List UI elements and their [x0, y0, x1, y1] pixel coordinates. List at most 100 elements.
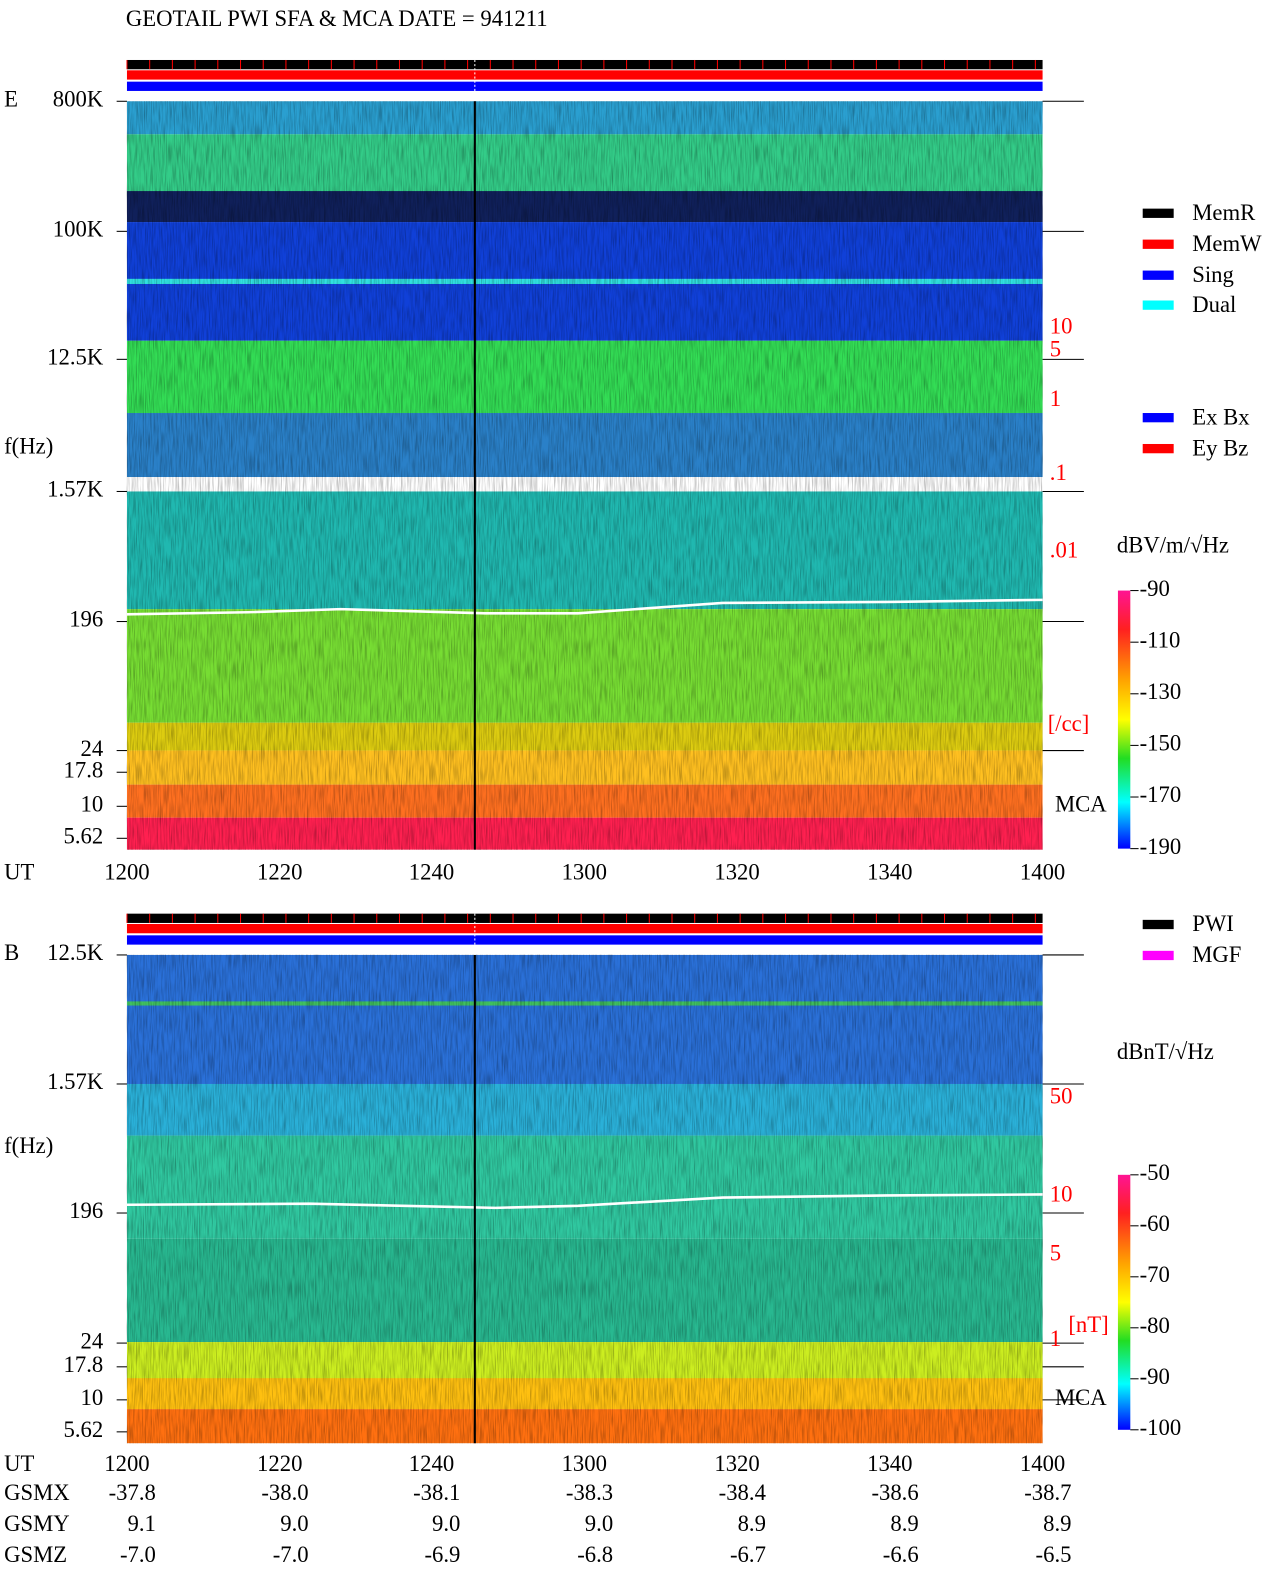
orbit-value: -38.7: [1024, 1480, 1071, 1505]
x-tick-label: 1340: [867, 860, 912, 885]
density-tick-label: 10: [1050, 1182, 1073, 1207]
x-tick-label: 1200: [104, 860, 149, 885]
colorbar: [1117, 590, 1131, 849]
mca-label: MCA: [1055, 1385, 1107, 1410]
y-tick-label: 800K: [53, 86, 104, 111]
y-tick-label: 1.57K: [47, 477, 104, 502]
spectrogram-texture: [126, 954, 1043, 1444]
x-tick-label: 1320: [714, 860, 759, 885]
spectrogram-texture: [126, 101, 1043, 850]
x-tick-label: 1400: [1020, 1451, 1065, 1476]
colorbar-tick-label: -170: [1140, 782, 1182, 807]
y-tick-label: 196: [69, 607, 103, 632]
y-tick-label: 5.62: [64, 1417, 104, 1442]
x-tick-label: 1340: [867, 1451, 912, 1476]
orbit-value: -6.7: [730, 1542, 766, 1567]
y-axis-label: f(Hz): [4, 1133, 53, 1158]
orbit-value: 9.0: [585, 1511, 613, 1536]
density-unit: [/cc]: [1048, 711, 1090, 736]
x-tick-label: 1200: [104, 1451, 149, 1476]
orbit-value: 9.1: [128, 1511, 156, 1536]
status-bar: [126, 81, 1043, 91]
legend-label: MemW: [1192, 231, 1262, 256]
plasma-frequency-line: [126, 598, 1043, 616]
y-tick-label: 17.8: [64, 1352, 104, 1377]
y-tick-label: 24: [81, 1328, 104, 1353]
density-tick-label: 50: [1050, 1084, 1073, 1109]
x-tick-label: 1300: [562, 1451, 607, 1476]
orbit-label: GSMZ: [4, 1542, 67, 1567]
legend-swatch: [1142, 208, 1174, 218]
x-axis-label: UT: [4, 860, 34, 885]
x-tick-label: 1240: [409, 860, 454, 885]
legend-label: MGF: [1192, 942, 1241, 967]
x-tick-label: 1320: [714, 1451, 759, 1476]
status-bar: [126, 70, 1043, 80]
colorbar-tick-label: -70: [1140, 1262, 1170, 1287]
x-axis-label: UT: [4, 1451, 34, 1476]
status-bar: [126, 913, 1043, 923]
legend-label: Ex Bx: [1192, 404, 1250, 429]
y-tick-label: 10: [81, 792, 104, 817]
legend-swatch: [1142, 270, 1174, 280]
y-axis-label: f(Hz): [4, 433, 53, 458]
status-bar: [126, 923, 1043, 934]
legend-swatch: [1142, 950, 1174, 961]
orbit-label: GSMX: [4, 1480, 70, 1505]
orbit-value: 9.0: [432, 1511, 460, 1536]
y-tick-label: 1.57K: [47, 1069, 104, 1094]
mca-label: MCA: [1055, 792, 1107, 817]
colorbar-tick-label: -80: [1140, 1313, 1170, 1338]
orbit-value: -38.1: [413, 1480, 460, 1505]
y-tick-label: 12.5K: [47, 345, 104, 370]
density-tick-label: .1: [1050, 460, 1067, 485]
density-unit: [nT]: [1068, 1312, 1108, 1337]
chart-title: GEOTAIL PWI SFA & MCA DATE = 941211: [126, 6, 548, 31]
density-tick-label: 1: [1050, 386, 1061, 411]
plasma-frequency-line: [126, 1193, 1043, 1210]
orbit-value: -7.0: [273, 1542, 309, 1567]
legend-swatch: [1142, 919, 1174, 930]
y-tick-label: 5.62: [64, 824, 104, 849]
density-tick-label: 5: [1050, 1241, 1061, 1266]
colorbar-tick-label: -90: [1140, 1364, 1170, 1389]
density-tick-label: 5: [1050, 336, 1061, 361]
x-tick-label: 1220: [257, 860, 302, 885]
orbit-value: -38.4: [719, 1480, 766, 1505]
colorbar-tick-label: -90: [1140, 576, 1170, 601]
orbit-value: -6.9: [424, 1542, 460, 1567]
orbit-label: GSMY: [4, 1511, 70, 1536]
colorbar-tick-label: -50: [1140, 1160, 1170, 1185]
orbit-value: 8.9: [738, 1511, 766, 1536]
status-bar: [126, 935, 1043, 945]
x-tick-label: 1400: [1020, 860, 1065, 885]
panel-label: B: [4, 940, 19, 965]
panel-label: E: [4, 86, 18, 111]
x-tick-label: 1300: [562, 860, 607, 885]
y-tick-label: 24: [81, 736, 104, 761]
legend-swatch: [1142, 239, 1174, 249]
orbit-value: -6.6: [883, 1542, 919, 1567]
colorbar-tick-label: -110: [1140, 627, 1181, 652]
colorbar-title: dBV/m/√Hz: [1117, 532, 1229, 557]
orbit-value: 8.9: [890, 1511, 918, 1536]
orbit-value: -6.5: [1036, 1542, 1072, 1567]
legend-label: Ey Bz: [1192, 435, 1248, 460]
status-bar: [126, 59, 1043, 70]
legend-label: Dual: [1192, 292, 1236, 317]
legend-swatch: [1142, 443, 1174, 454]
legend-swatch: [1142, 413, 1174, 423]
y-tick-label: 17.8: [64, 757, 104, 782]
y-tick-label: 10: [81, 1385, 104, 1410]
y-tick-label: 100K: [53, 217, 104, 242]
density-tick-label: 10: [1050, 314, 1073, 339]
colorbar-tick-label: -190: [1140, 834, 1182, 859]
orbit-value: -6.8: [577, 1542, 613, 1567]
colorbar-tick-label: -130: [1140, 679, 1182, 704]
orbit-value: 8.9: [1043, 1511, 1071, 1536]
orbit-value: -38.0: [261, 1480, 308, 1505]
orbit-value: -38.6: [871, 1480, 918, 1505]
colorbar-tick-label: -100: [1140, 1415, 1182, 1440]
x-tick-label: 1220: [257, 1451, 302, 1476]
